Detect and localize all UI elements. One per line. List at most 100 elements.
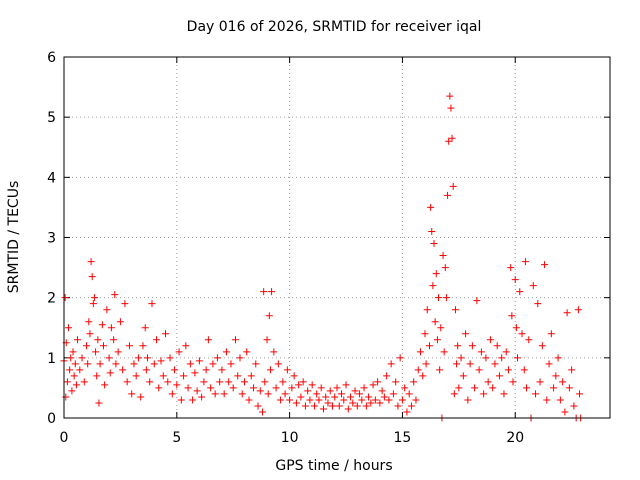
data-point bbox=[367, 399, 375, 407]
data-point bbox=[88, 273, 96, 281]
data-point bbox=[266, 366, 274, 374]
data-point bbox=[511, 276, 519, 284]
data-point bbox=[72, 381, 80, 389]
data-point bbox=[520, 366, 528, 374]
data-point bbox=[74, 336, 82, 344]
data-point bbox=[157, 357, 165, 365]
data-point bbox=[186, 360, 194, 368]
data-point bbox=[162, 330, 170, 338]
data-point bbox=[225, 378, 233, 386]
data-point bbox=[509, 378, 517, 386]
data-point bbox=[153, 336, 161, 344]
data-point bbox=[92, 348, 100, 356]
data-point bbox=[155, 384, 163, 392]
x-tick-label: 0 bbox=[60, 430, 69, 446]
data-point bbox=[68, 387, 76, 395]
data-point bbox=[86, 330, 94, 338]
y-tick-label: 4 bbox=[47, 170, 56, 186]
data-point bbox=[111, 291, 119, 299]
data-point bbox=[432, 270, 440, 278]
data-point bbox=[105, 354, 113, 362]
data-point bbox=[227, 360, 235, 368]
data-point bbox=[261, 378, 269, 386]
data-point bbox=[451, 306, 459, 314]
data-point bbox=[480, 390, 488, 398]
y-tick-label: 0 bbox=[47, 411, 56, 427]
data-point bbox=[209, 360, 217, 368]
data-point bbox=[96, 360, 104, 368]
data-point bbox=[103, 306, 111, 314]
data-point bbox=[387, 360, 395, 368]
data-point bbox=[484, 378, 492, 386]
data-point bbox=[319, 405, 327, 413]
data-point bbox=[462, 330, 470, 338]
x-tick-label: 20 bbox=[506, 430, 524, 446]
data-point bbox=[141, 324, 149, 332]
data-point bbox=[295, 381, 303, 389]
data-point bbox=[550, 384, 558, 392]
data-point bbox=[419, 372, 427, 380]
data-point bbox=[87, 258, 95, 266]
data-point bbox=[444, 191, 452, 199]
data-point bbox=[216, 378, 224, 386]
data-point bbox=[383, 372, 391, 380]
data-point bbox=[559, 378, 567, 386]
y-axis-label: SRMTID / TECUs bbox=[6, 181, 22, 294]
data-point bbox=[380, 393, 388, 401]
data-point bbox=[441, 264, 449, 272]
data-point bbox=[277, 396, 285, 404]
data-point bbox=[394, 402, 402, 410]
data-point bbox=[447, 104, 455, 112]
data-point bbox=[541, 261, 549, 269]
data-point bbox=[142, 366, 150, 374]
data-point bbox=[410, 378, 418, 386]
data-point bbox=[195, 357, 203, 365]
data-point bbox=[353, 402, 361, 410]
data-point bbox=[159, 372, 167, 380]
y-tick-label: 2 bbox=[47, 291, 56, 307]
data-point bbox=[191, 369, 199, 377]
data-point bbox=[338, 390, 346, 398]
data-point bbox=[385, 396, 393, 404]
data-point bbox=[570, 402, 578, 410]
data-point bbox=[95, 399, 103, 407]
plot-frame bbox=[63, 56, 611, 419]
x-tick-label: 15 bbox=[394, 430, 412, 446]
data-point bbox=[270, 348, 278, 356]
data-point bbox=[245, 396, 253, 404]
data-point bbox=[468, 342, 476, 350]
data-point bbox=[328, 402, 336, 410]
data-point bbox=[446, 92, 454, 100]
data-point bbox=[125, 342, 133, 350]
data-point bbox=[475, 366, 483, 374]
data-point bbox=[231, 336, 239, 344]
data-point bbox=[101, 381, 109, 389]
data-point bbox=[565, 384, 573, 392]
data-point bbox=[260, 288, 268, 296]
data-point bbox=[304, 387, 312, 395]
y-tick-label: 6 bbox=[47, 50, 56, 66]
data-point bbox=[477, 348, 485, 356]
data-point bbox=[486, 336, 494, 344]
data-point bbox=[471, 384, 479, 392]
data-point bbox=[306, 396, 314, 404]
data-point bbox=[148, 300, 156, 308]
data-point bbox=[516, 288, 524, 296]
chart-title: Day 016 of 2026, SRMTID for receiver iqa… bbox=[187, 19, 482, 35]
data-point bbox=[422, 360, 430, 368]
data-point bbox=[184, 384, 192, 392]
y-tick-label: 1 bbox=[47, 351, 56, 367]
data-point bbox=[543, 396, 551, 404]
data-point bbox=[98, 321, 106, 329]
data-point bbox=[536, 378, 544, 386]
data-point bbox=[512, 324, 520, 332]
data-point bbox=[146, 378, 154, 386]
data-point bbox=[288, 384, 296, 392]
data-point bbox=[464, 396, 472, 404]
data-point bbox=[416, 348, 424, 356]
data-point bbox=[150, 360, 158, 368]
data-point bbox=[94, 336, 102, 344]
data-point bbox=[349, 399, 357, 407]
data-point bbox=[272, 384, 280, 392]
data-point bbox=[193, 387, 201, 395]
